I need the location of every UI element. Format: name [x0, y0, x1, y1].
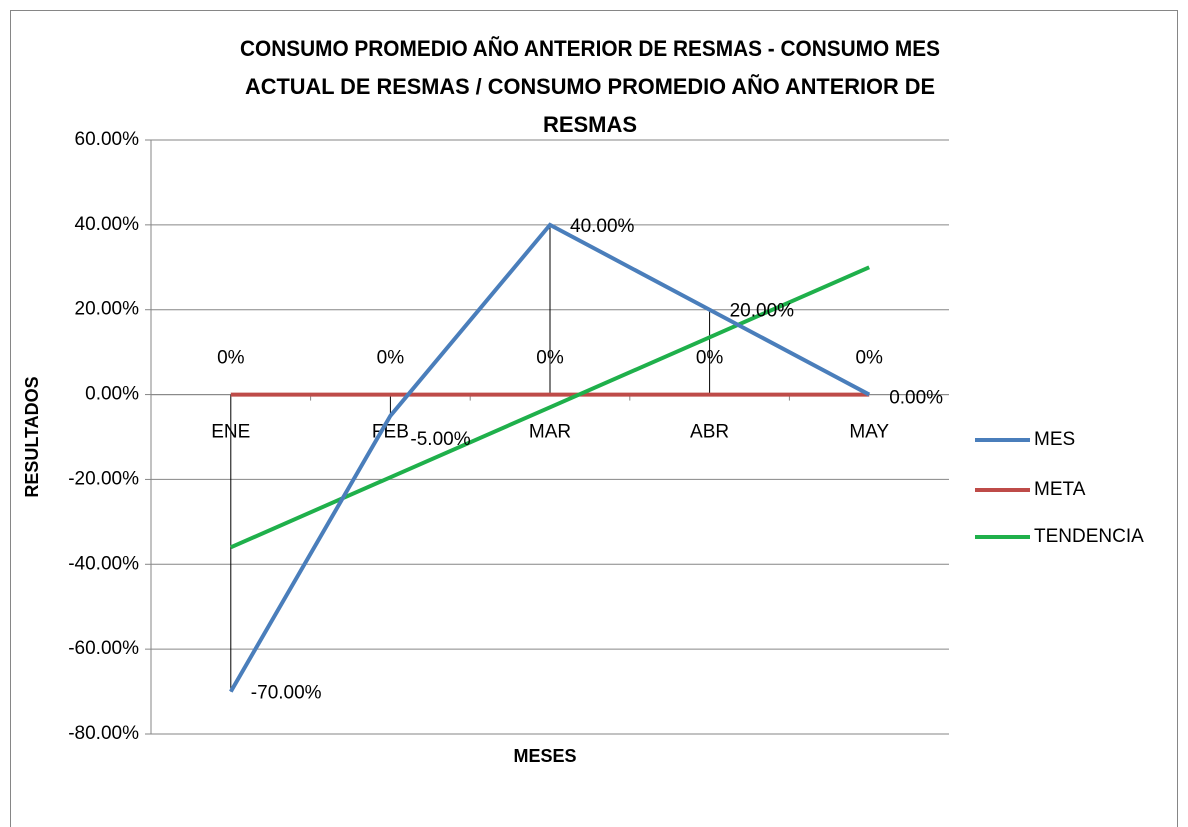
data-label: 0% — [536, 348, 564, 369]
x-axis-title: MESES — [513, 746, 576, 766]
y-tick-label: -20.00% — [68, 468, 139, 489]
data-label: -70.00% — [251, 683, 322, 704]
data-label: 0% — [855, 348, 883, 369]
y-tick-label: 40.00% — [75, 214, 140, 235]
y-tick-label: 20.00% — [75, 299, 140, 320]
data-label: -5.00% — [410, 429, 470, 450]
legend-label: MES — [1034, 429, 1075, 450]
data-label: 0.00% — [889, 388, 943, 409]
x-tick-label: FEB — [372, 422, 409, 443]
chart-title: ACTUAL DE RESMAS / CONSUMO PROMEDIO AÑO … — [245, 74, 935, 99]
y-tick-label: -40.00% — [68, 553, 139, 574]
data-label: 0% — [696, 348, 724, 369]
y-tick-label: -60.00% — [68, 638, 139, 659]
y-axis-title: RESULTADOS — [22, 376, 42, 497]
chart-title: CONSUMO PROMEDIO AÑO ANTERIOR DE RESMAS … — [240, 36, 940, 61]
data-label: 0% — [217, 348, 245, 369]
y-tick-label: -80.00% — [68, 723, 139, 744]
x-tick-label: MAY — [849, 422, 889, 443]
chart-title: RESMAS — [543, 112, 637, 137]
data-label: 20.00% — [730, 301, 795, 322]
series-line — [229, 265, 871, 550]
legend-label: TENDENCIA — [1034, 526, 1144, 547]
legend-label: META — [1034, 479, 1086, 500]
x-tick-label: MAR — [529, 422, 571, 443]
x-tick-label: ABR — [690, 422, 729, 443]
y-tick-label: 60.00% — [75, 129, 140, 150]
data-label: 40.00% — [570, 216, 635, 237]
y-tick-label: 0.00% — [85, 384, 139, 405]
chart-border — [10, 10, 1178, 827]
series-line — [229, 222, 871, 693]
data-label: 0% — [377, 348, 405, 369]
x-tick-label: ENE — [211, 422, 250, 443]
